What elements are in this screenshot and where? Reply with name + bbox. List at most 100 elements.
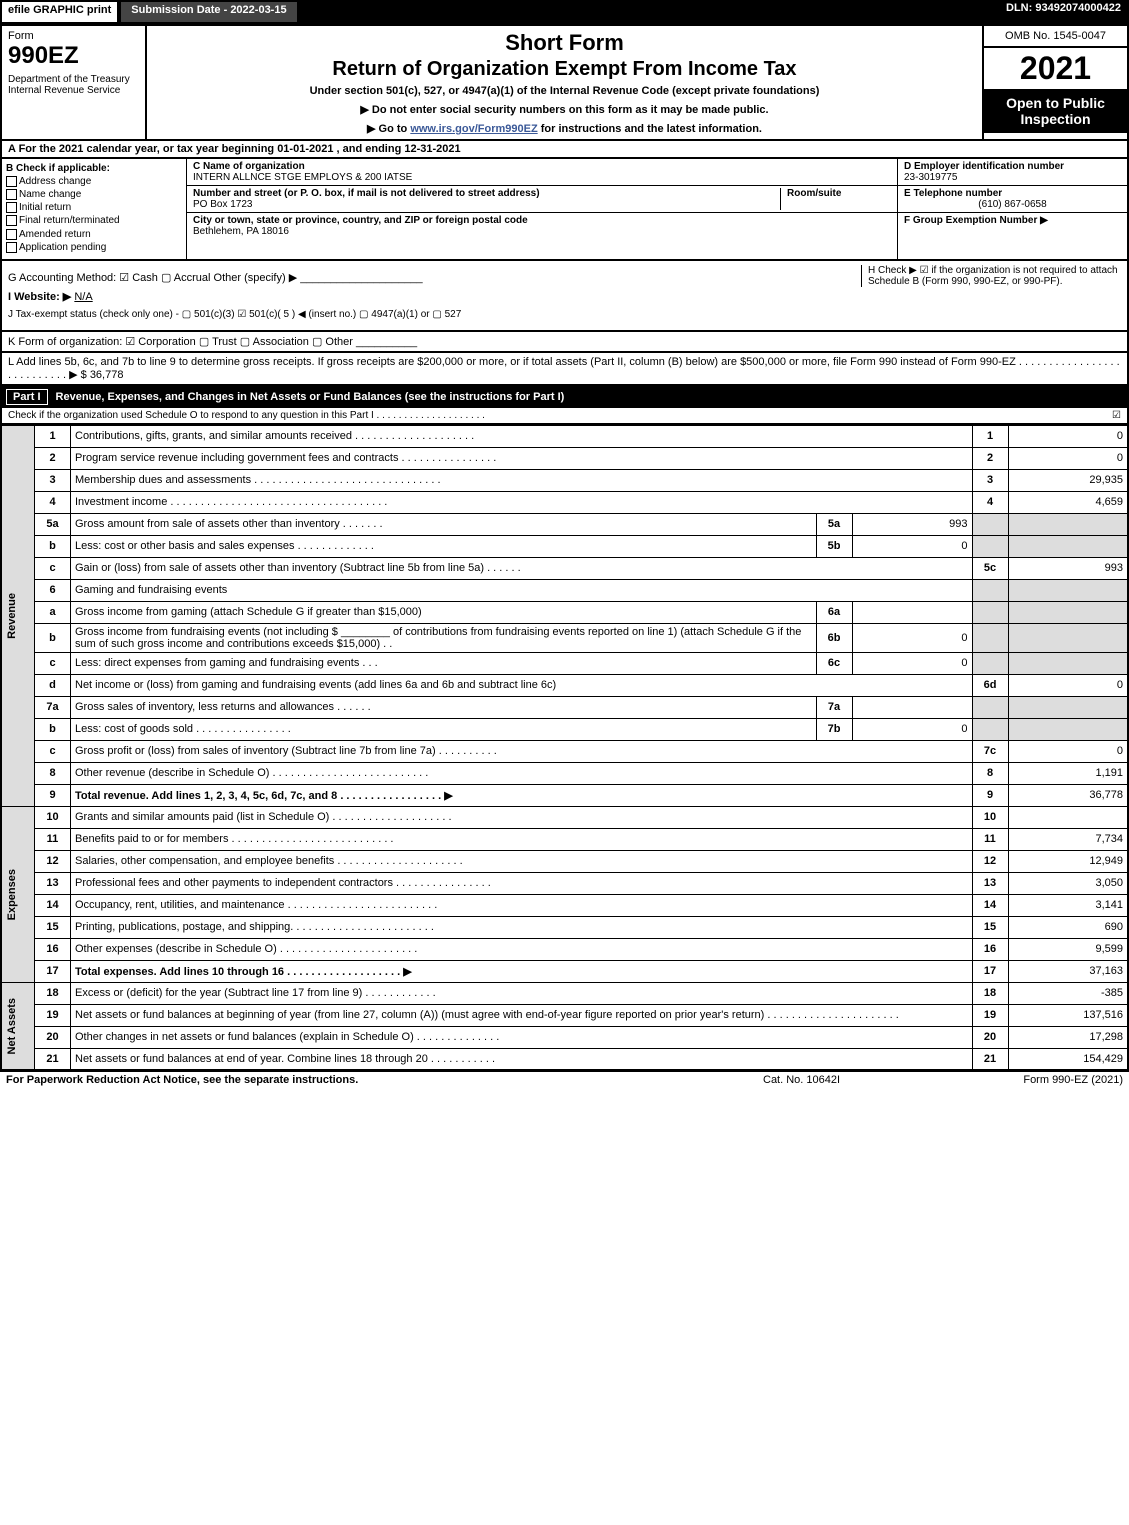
line-12-val: 12,949	[1008, 850, 1128, 872]
part-i-sub: Check if the organization used Schedule …	[0, 408, 1129, 425]
line-5a-desc: Gross amount from sale of assets other t…	[71, 513, 817, 535]
note2-pre: ▶ Go to	[367, 123, 410, 135]
line-5b-subval: 0	[852, 535, 972, 557]
line-18-val: -385	[1008, 982, 1128, 1004]
footer-notice: For Paperwork Reduction Act Notice, see …	[6, 1074, 763, 1086]
form-label: Form	[8, 30, 139, 42]
section-bcdef: B Check if applicable: Address change Na…	[0, 159, 1129, 261]
line-12-desc: Salaries, other compensation, and employ…	[71, 850, 973, 872]
chk-initial-return[interactable]: Initial return	[6, 202, 182, 213]
submission-date: Submission Date - 2022-03-15	[119, 0, 298, 24]
l-gross-receipts: L Add lines 5b, 6c, and 7b to line 9 to …	[0, 353, 1129, 386]
form-number: 990EZ	[8, 42, 139, 70]
e-phone-head: E Telephone number	[904, 188, 1121, 199]
chk-application-pending[interactable]: Application pending	[6, 242, 182, 253]
header-left: Form 990EZ Department of the Treasury In…	[2, 26, 147, 139]
addr-head: Number and street (or P. O. box, if mail…	[193, 188, 774, 199]
line-21-val: 154,429	[1008, 1048, 1128, 1070]
revenue-label: Revenue	[6, 593, 18, 639]
irs-link-line: ▶ Go to www.irs.gov/Form990EZ for instru…	[151, 122, 978, 135]
line-21-desc: Net assets or fund balances at end of ye…	[71, 1048, 973, 1070]
part-i-label: Part I	[6, 389, 48, 405]
line-8-desc: Other revenue (describe in Schedule O) .…	[71, 762, 973, 784]
chk-amended-return[interactable]: Amended return	[6, 229, 182, 240]
org-name: INTERN ALLNCE STGE EMPLOYS & 200 IATSE	[193, 172, 891, 183]
org-address: PO Box 1723	[193, 199, 774, 210]
line-7b-subval: 0	[852, 718, 972, 740]
part-i-title: Revenue, Expenses, and Changes in Net As…	[56, 391, 565, 403]
chk-final-return[interactable]: Final return/terminated	[6, 215, 182, 226]
line-7b-desc: Less: cost of goods sold . . . . . . . .…	[71, 718, 817, 740]
i-label: I Website: ▶	[8, 291, 71, 303]
line-10-val	[1008, 806, 1128, 828]
col-def: D Employer identification number 23-3019…	[897, 159, 1127, 259]
b-heading: B Check if applicable:	[6, 163, 182, 174]
footer-form: Form 990-EZ (2021)	[963, 1074, 1123, 1086]
line-15-val: 690	[1008, 916, 1128, 938]
line-4-val: 4,659	[1008, 491, 1128, 513]
part-i-table: Revenue 1Contributions, gifts, grants, a…	[0, 425, 1129, 1072]
return-title: Return of Organization Exempt From Incom…	[151, 58, 978, 81]
line-5b-desc: Less: cost or other basis and sales expe…	[71, 535, 817, 557]
department: Department of the Treasury Internal Reve…	[8, 74, 139, 96]
form-header: Form 990EZ Department of the Treasury In…	[0, 24, 1129, 141]
line-6b-desc: Gross income from fundraising events (no…	[71, 623, 817, 652]
line-6c-desc: Less: direct expenses from gaming and fu…	[71, 652, 817, 674]
ssn-warning: ▶ Do not enter social security numbers o…	[151, 103, 978, 116]
line-7c-val: 0	[1008, 740, 1128, 762]
chk-address-change[interactable]: Address change	[6, 176, 182, 187]
line-6a-subval	[852, 601, 972, 623]
line-20-val: 17,298	[1008, 1026, 1128, 1048]
irs-link[interactable]: www.irs.gov/Form990EZ	[410, 123, 537, 135]
line-11-val: 7,734	[1008, 828, 1128, 850]
page-footer: For Paperwork Reduction Act Notice, see …	[0, 1071, 1129, 1088]
expenses-label: Expenses	[6, 869, 18, 920]
col-c-org-info: C Name of organization INTERN ALLNCE STG…	[187, 159, 897, 259]
part-i-header: Part I Revenue, Expenses, and Changes in…	[0, 386, 1129, 408]
line-10-desc: Grants and similar amounts paid (list in…	[71, 806, 973, 828]
line-13-val: 3,050	[1008, 872, 1128, 894]
header-right: OMB No. 1545-0047 2021 Open to Public In…	[982, 26, 1127, 139]
top-bar: efile GRAPHIC print Submission Date - 20…	[0, 0, 1129, 24]
line-6a-desc: Gross income from gaming (attach Schedul…	[71, 601, 817, 623]
line-6d-desc: Net income or (loss) from gaming and fun…	[71, 674, 973, 696]
tax-year: 2021	[984, 48, 1127, 89]
line-16-val: 9,599	[1008, 938, 1128, 960]
header-mid: Short Form Return of Organization Exempt…	[147, 26, 982, 139]
line-4-desc: Investment income . . . . . . . . . . . …	[71, 491, 973, 513]
omb-number: OMB No. 1545-0047	[984, 26, 1127, 48]
efile-print[interactable]: efile GRAPHIC print	[0, 0, 119, 24]
i-website: I Website: ▶ N/A	[8, 290, 1121, 303]
line-2-val: 0	[1008, 447, 1128, 469]
line-18-desc: Excess or (deficit) for the year (Subtra…	[71, 982, 973, 1004]
line-15-desc: Printing, publications, postage, and shi…	[71, 916, 973, 938]
line-6d-val: 0	[1008, 674, 1128, 696]
d-ein-head: D Employer identification number	[904, 161, 1121, 172]
line-20-desc: Other changes in net assets or fund bala…	[71, 1026, 973, 1048]
line-14-desc: Occupancy, rent, utilities, and maintena…	[71, 894, 973, 916]
line-11-desc: Benefits paid to or for members . . . . …	[71, 828, 973, 850]
line-1-rnum: 1	[972, 425, 1008, 447]
org-city: Bethlehem, PA 18016	[193, 226, 891, 237]
line-13-desc: Professional fees and other payments to …	[71, 872, 973, 894]
line-16-desc: Other expenses (describe in Schedule O) …	[71, 938, 973, 960]
note2-post: for instructions and the latest informat…	[538, 123, 762, 135]
room-head: Room/suite	[787, 188, 891, 199]
c-name-head: C Name of organization	[193, 161, 891, 172]
short-form-title: Short Form	[151, 30, 978, 56]
row-a-calendar-year: A For the 2021 calendar year, or tax yea…	[0, 141, 1129, 159]
chk-name-change[interactable]: Name change	[6, 189, 182, 200]
line-1-desc: Contributions, gifts, grants, and simila…	[71, 425, 973, 447]
line-6c-subval: 0	[852, 652, 972, 674]
line-3-desc: Membership dues and assessments . . . . …	[71, 469, 973, 491]
line-19-desc: Net assets or fund balances at beginning…	[71, 1004, 973, 1026]
line-5c-desc: Gain or (loss) from sale of assets other…	[71, 557, 973, 579]
under-section: Under section 501(c), 527, or 4947(a)(1)…	[151, 85, 978, 97]
line-2-num: 2	[35, 447, 71, 469]
line-19-val: 137,516	[1008, 1004, 1128, 1026]
line-7a-desc: Gross sales of inventory, less returns a…	[71, 696, 817, 718]
line-1-val: 0	[1008, 425, 1128, 447]
dln: DLN: 93492074000422	[998, 0, 1129, 24]
line-7a-subval	[852, 696, 972, 718]
line-8-val: 1,191	[1008, 762, 1128, 784]
